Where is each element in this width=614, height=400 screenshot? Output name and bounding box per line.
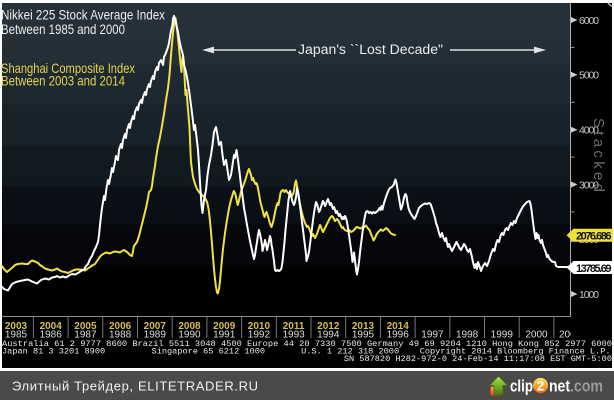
svg-text:Japan's ``Lost Decade": Japan's ``Lost Decade" <box>298 42 443 57</box>
svg-text:1988: 1988 <box>109 330 132 341</box>
svg-text:2076.686: 2076.686 <box>576 231 612 243</box>
svg-text:1991: 1991 <box>213 330 236 341</box>
svg-text:1995: 1995 <box>352 330 375 341</box>
svg-text:Australia 61 2 9777 8600 Brazi: Australia 61 2 9777 8600 Brazil 5511 304… <box>2 339 612 349</box>
svg-text:1990: 1990 <box>178 330 201 341</box>
svg-text:net: net <box>549 378 570 396</box>
svg-text:1000: 1000 <box>579 289 599 301</box>
svg-text:2007: 2007 <box>144 321 167 332</box>
svg-text:1992: 1992 <box>248 330 271 341</box>
svg-text:4000: 4000 <box>579 125 599 137</box>
svg-text:SN 587820 H282-972-0 24-Feb-14: SN 587820 H282-972-0 24-Feb-14 11:17:08 … <box>344 354 612 364</box>
svg-text:2014: 2014 <box>387 321 410 332</box>
svg-text:2010: 2010 <box>248 321 271 332</box>
svg-text:1985: 1985 <box>5 330 28 341</box>
svg-text:2009: 2009 <box>213 321 236 332</box>
svg-text:2000: 2000 <box>525 330 548 341</box>
svg-text:6000: 6000 <box>579 15 599 27</box>
svg-text:200: 200 <box>559 330 576 341</box>
svg-text:.com: .com <box>570 378 603 396</box>
svg-text:1986: 1986 <box>40 330 63 341</box>
svg-text:Japan 81 3 3201 8900 S: Japan 81 3 3201 8900 Singapore 65 6212 1… <box>2 347 611 357</box>
svg-text:3000: 3000 <box>579 179 599 191</box>
svg-text:13785.69: 13785.69 <box>576 263 612 275</box>
svg-text:Between 2003 and 2014: Between 2003 and 2014 <box>1 73 125 89</box>
svg-text:2011: 2011 <box>283 321 305 332</box>
svg-text:2: 2 <box>537 379 545 394</box>
svg-text:2005: 2005 <box>74 321 97 332</box>
svg-text:1989: 1989 <box>144 330 167 341</box>
svg-text:1998: 1998 <box>456 330 479 341</box>
svg-text:2003: 2003 <box>5 321 28 332</box>
svg-text:5000: 5000 <box>579 70 599 82</box>
svg-text:1999: 1999 <box>491 330 514 341</box>
svg-text:clip: clip <box>510 378 533 396</box>
svg-text:1993: 1993 <box>282 330 305 341</box>
svg-text:Shanghai Composite Index: Shanghai Composite Index <box>1 60 135 76</box>
svg-text:1997: 1997 <box>421 330 444 341</box>
svg-text:Between 1985 and 2000: Between 1985 and 2000 <box>1 21 125 37</box>
svg-text:2004: 2004 <box>40 321 63 332</box>
svg-text:Nikkei 225 Stock Average Index: Nikkei 225 Stock Average Index <box>1 7 165 23</box>
svg-text:2013: 2013 <box>352 321 375 332</box>
svg-text:1996: 1996 <box>387 330 410 341</box>
svg-text:2008: 2008 <box>178 321 201 332</box>
svg-text:1994: 1994 <box>317 330 340 341</box>
svg-text:2012: 2012 <box>317 321 340 332</box>
svg-text:Элитный Трейдер, ELITETRADER.R: Элитный Трейдер, ELITETRADER.RU <box>12 379 258 394</box>
svg-text:1987: 1987 <box>74 330 97 341</box>
svg-text:2006: 2006 <box>109 321 132 332</box>
